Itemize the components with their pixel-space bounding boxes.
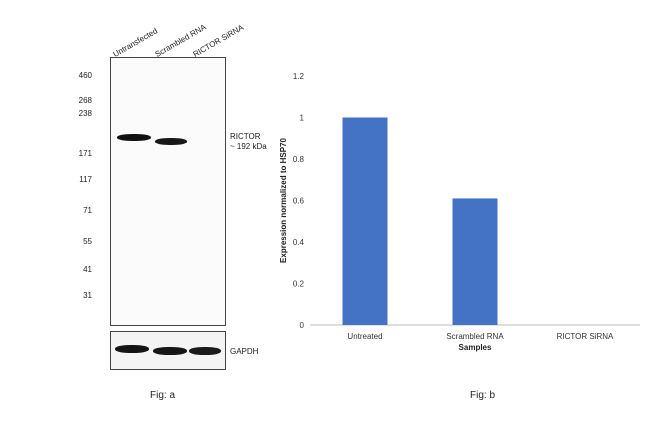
target-label: RICTOR ~ 192 kDa [230, 132, 267, 152]
rictor-band-scrambled-rna [155, 138, 187, 145]
rictor-band-untransfected [117, 134, 151, 141]
bar-untreated [342, 117, 388, 325]
x-tick-label: RICTOR SiRNA [557, 332, 614, 341]
gapdh-band-scrambled-rna [153, 347, 187, 355]
bar-scrambled-rna [452, 198, 498, 325]
figure-a-caption: Fig: a [150, 390, 176, 401]
gapdh-blot-membrane [110, 331, 226, 370]
mw-marker-71: 71 [83, 206, 92, 215]
y-tick-label: 0.4 [293, 238, 305, 247]
mw-marker-460: 460 [78, 71, 92, 80]
mw-marker-268: 268 [78, 96, 92, 105]
loading-control-label: GAPDH [230, 347, 259, 356]
y-tick-label: 0 [300, 321, 305, 330]
x-axis-title: Samples [459, 343, 492, 352]
gapdh-band-rictor-sirna [189, 347, 221, 355]
mw-marker-41: 41 [83, 265, 92, 274]
mw-marker-171: 171 [78, 149, 92, 158]
mw-marker-55: 55 [83, 237, 92, 246]
y-tick-label: 1.2 [293, 72, 305, 81]
y-tick-label: 1 [300, 114, 305, 123]
y-tick-label: 0.2 [293, 280, 305, 289]
gapdh-band-untransfected [115, 345, 149, 353]
x-tick-label: Untreated [347, 332, 382, 341]
mw-marker-238: 238 [78, 109, 92, 118]
bar-chart: 0 0.2 0.4 0.6 0.8 1 1.2 Untreated Scrambled RNA R… [279, 72, 640, 352]
y-tick-label: 0.8 [293, 155, 305, 164]
target-size: ~ 192 kDa [230, 142, 267, 151]
lane-label-untransfected: Untransfected [111, 26, 160, 59]
rictor-blot-membrane [110, 57, 226, 326]
mw-marker-31: 31 [83, 291, 92, 300]
target-name: RICTOR [230, 132, 261, 141]
figure-b-caption: Fig: b [470, 390, 496, 401]
mw-marker-117: 117 [79, 175, 92, 184]
y-axis-title: Expression normalized to HSP70 [279, 137, 288, 262]
x-tick-label: Scrambled RNA [446, 332, 504, 341]
y-tick-label: 0.6 [293, 197, 305, 206]
